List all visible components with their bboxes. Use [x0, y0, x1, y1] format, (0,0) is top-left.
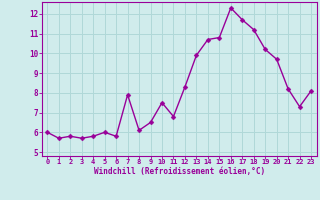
X-axis label: Windchill (Refroidissement éolien,°C): Windchill (Refroidissement éolien,°C)	[94, 167, 265, 176]
